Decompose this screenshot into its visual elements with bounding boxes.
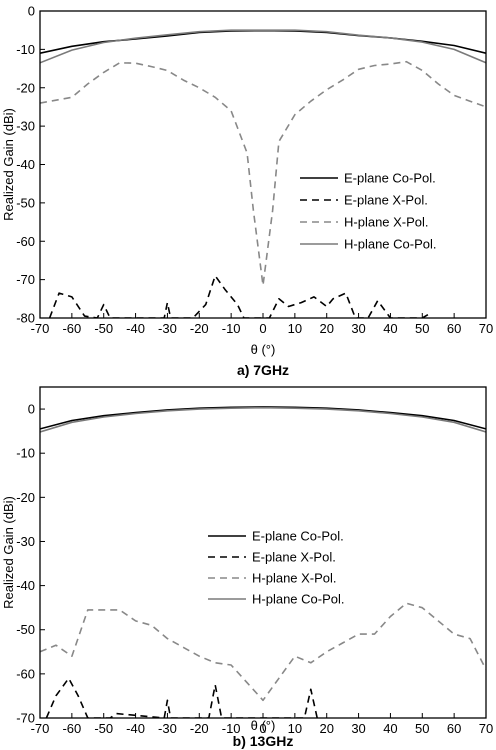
x-tick-label: 60 xyxy=(447,321,461,336)
series-line-h-plane-co-pol xyxy=(40,29,486,64)
y-tick-label: -10 xyxy=(16,42,35,57)
x-tick-label: -30 xyxy=(158,321,177,336)
x-tick-label: -10 xyxy=(222,321,241,336)
x-tick-label: 70 xyxy=(479,721,493,736)
x-tick-label: 30 xyxy=(351,721,365,736)
y-tick-label: -20 xyxy=(16,490,35,505)
series-line-h-plane-x-pol xyxy=(40,602,486,702)
x-tick-label: -20 xyxy=(190,721,209,736)
x-tick-label: 40 xyxy=(383,721,397,736)
plot-frame xyxy=(39,10,487,319)
legend-label: H-plane X-Pol. xyxy=(252,571,337,586)
y-tick-label: -60 xyxy=(16,666,35,681)
y-tick-label: -60 xyxy=(16,234,35,249)
y-tick-label: -50 xyxy=(16,195,35,210)
series-line-h-plane-x-pol xyxy=(40,60,486,287)
x-tick-label: -70 xyxy=(31,721,50,736)
x-tick-label: -60 xyxy=(62,321,81,336)
legend-label: H-plane Co-Pol. xyxy=(344,237,437,252)
y-tick-label: -70 xyxy=(16,272,35,287)
x-tick-label: 0 xyxy=(259,321,266,336)
x-tick-label: 40 xyxy=(383,321,397,336)
y-tick-label: -40 xyxy=(16,578,35,593)
series-line-e-plane-co-pol xyxy=(40,406,486,430)
legend-label: E-plane X-Pol. xyxy=(344,193,428,208)
legend-label: H-plane X-Pol. xyxy=(344,215,429,230)
x-tick-label: 20 xyxy=(319,321,333,336)
legend: E-plane Co-Pol. E-plane X-Pol. H-plane X-P… xyxy=(300,171,437,252)
x-tick-label: 30 xyxy=(351,321,365,336)
y-tick-label: -30 xyxy=(16,119,35,134)
x-tick-label: -40 xyxy=(126,721,145,736)
y-tick-label: -50 xyxy=(16,622,35,637)
x-tick-label: 10 xyxy=(288,721,302,736)
x-tick-label: -50 xyxy=(94,721,113,736)
y-tick-label: -30 xyxy=(16,534,35,549)
y-tick-label: -10 xyxy=(16,446,35,461)
x-tick-label: 50 xyxy=(415,721,429,736)
legend-label: E-plane Co-Pol. xyxy=(252,529,344,544)
x-tick-label: 50 xyxy=(415,321,429,336)
series-line-e-plane-x-pol xyxy=(45,677,318,718)
y-tick-label: -80 xyxy=(16,311,35,326)
x-axis-label: θ (°) xyxy=(251,718,276,733)
x-tick-label: -40 xyxy=(126,321,145,336)
y-tick-label: -70 xyxy=(16,711,35,726)
x-tick-label: -30 xyxy=(158,721,177,736)
chart-13ghz: -70 -60 -50 -40 -30 -20 -10 0 10 20 30 40 50 60 70 0 -10… xyxy=(1,386,493,749)
chart-caption: b) 13GHz xyxy=(233,733,294,749)
chart-7ghz: -70 -60 -50 -40 -30 -20 -10 0 10 20 30 40 50 60 70 0 -10… xyxy=(1,4,493,379)
x-tick-label: 10 xyxy=(288,321,302,336)
y-tick-label: -20 xyxy=(16,80,35,95)
x-tick-label: 20 xyxy=(319,721,333,736)
x-axis-label: θ (°) xyxy=(251,342,276,357)
x-tick-label: 70 xyxy=(479,321,493,336)
x-tick-label: -10 xyxy=(222,721,241,736)
legend-label: H-plane Co-Pol. xyxy=(252,592,345,607)
legend: E-plane Co-Pol. E-plane X-Pol. H-plane X-P… xyxy=(208,529,345,607)
y-tick-label: -40 xyxy=(16,157,35,172)
y-tick-label: 0 xyxy=(28,4,35,19)
x-tick-label: 60 xyxy=(447,721,461,736)
x-tick-label: 0 xyxy=(259,721,266,736)
legend-label: E-plane Co-Pol. xyxy=(344,171,436,186)
x-tick-label: -60 xyxy=(62,721,81,736)
y-axis-label: Realized Gain (dBi) xyxy=(1,108,16,221)
chart-caption: a) 7GHz xyxy=(237,362,289,378)
legend-label: E-plane X-Pol. xyxy=(252,550,336,565)
series-line-h-plane-co-pol xyxy=(40,406,486,433)
x-tick-label: -50 xyxy=(94,321,113,336)
x-tick-label: -70 xyxy=(31,321,50,336)
y-axis-label: Realized Gain (dBi) xyxy=(1,496,16,609)
y-tick-label: 0 xyxy=(28,402,35,417)
x-tick-label: -20 xyxy=(190,321,209,336)
series-line-e-plane-x-pol xyxy=(48,275,430,318)
